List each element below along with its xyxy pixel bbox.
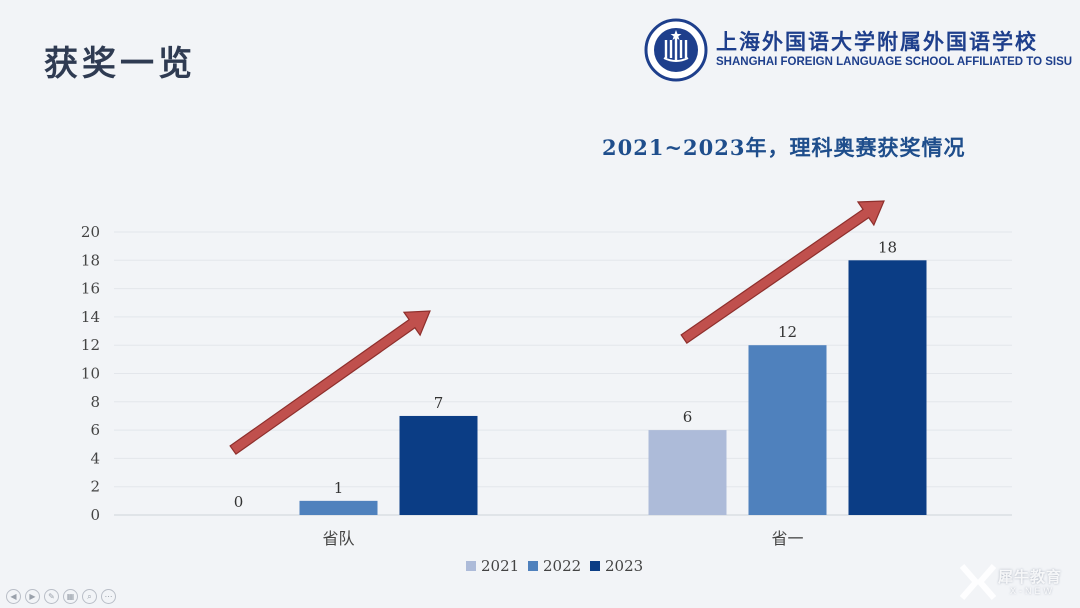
legend-swatch: [466, 561, 476, 571]
y-tick-label: 16: [81, 280, 100, 298]
data-label: 6: [683, 408, 693, 426]
school-name-cn: 上海外国语大学附属外国语学校: [716, 29, 1038, 54]
slide-title: 获奖一览: [44, 44, 196, 84]
more-icon[interactable]: ⋯: [101, 589, 116, 604]
trend-arrow: [229, 310, 431, 455]
data-label: 0: [234, 493, 244, 511]
bar: [299, 500, 378, 515]
legend-label: 2022: [543, 557, 581, 575]
trend-arrow: [680, 200, 885, 344]
school-logo: 上海外国语大学附属外国语学校 SHANGHAI FOREIGN LANGUAGE…: [644, 18, 1072, 82]
y-tick-label: 20: [81, 223, 100, 241]
data-label: 7: [434, 394, 444, 412]
y-tick-label: 10: [81, 365, 100, 383]
legend-label: 2023: [605, 557, 643, 575]
y-tick-label: 12: [81, 336, 100, 354]
y-tick-label: 6: [90, 421, 100, 439]
school-name-en: SHANGHAI FOREIGN LANGUAGE SCHOOL AFFILIA…: [716, 56, 1073, 68]
bar: [848, 260, 927, 515]
y-tick-label: 8: [90, 393, 100, 411]
legend-swatch: [590, 561, 600, 571]
pen-icon[interactable]: ✎: [44, 589, 59, 604]
bar: [748, 345, 827, 515]
y-tick-label: 2: [90, 478, 100, 496]
presentation-toolbar: ◀ ▶ ✎ ▦ ⌕ ⋯: [6, 589, 116, 604]
data-label: 18: [878, 238, 897, 256]
y-tick-label: 4: [90, 449, 100, 467]
data-label: 12: [778, 323, 797, 341]
bar: [648, 430, 727, 515]
x-logo-icon: [959, 564, 997, 600]
legend-swatch: [528, 561, 538, 571]
zoom-icon[interactable]: ⌕: [82, 589, 97, 604]
x-tick-label: 省一: [771, 529, 803, 548]
y-tick-label: 18: [81, 251, 100, 269]
x-tick-label: 省队: [322, 529, 354, 548]
bar: [399, 415, 478, 515]
y-tick-label: 14: [81, 308, 100, 326]
watermark-en: X-NEW: [1010, 586, 1055, 596]
y-tick-label: 0: [90, 506, 100, 524]
school-seal-icon: [644, 18, 708, 82]
chart-title: 2021~2023年，理科奥赛获奖情况: [602, 135, 966, 160]
watermark: 犀牛教育 X-NEW: [958, 560, 1078, 604]
watermark-cn: 犀牛教育: [998, 568, 1063, 586]
slides-icon[interactable]: ▦: [63, 589, 78, 604]
play-icon[interactable]: ▶: [25, 589, 40, 604]
prev-icon[interactable]: ◀: [6, 589, 21, 604]
data-label: 1: [334, 479, 344, 497]
legend-label: 2021: [481, 557, 519, 575]
